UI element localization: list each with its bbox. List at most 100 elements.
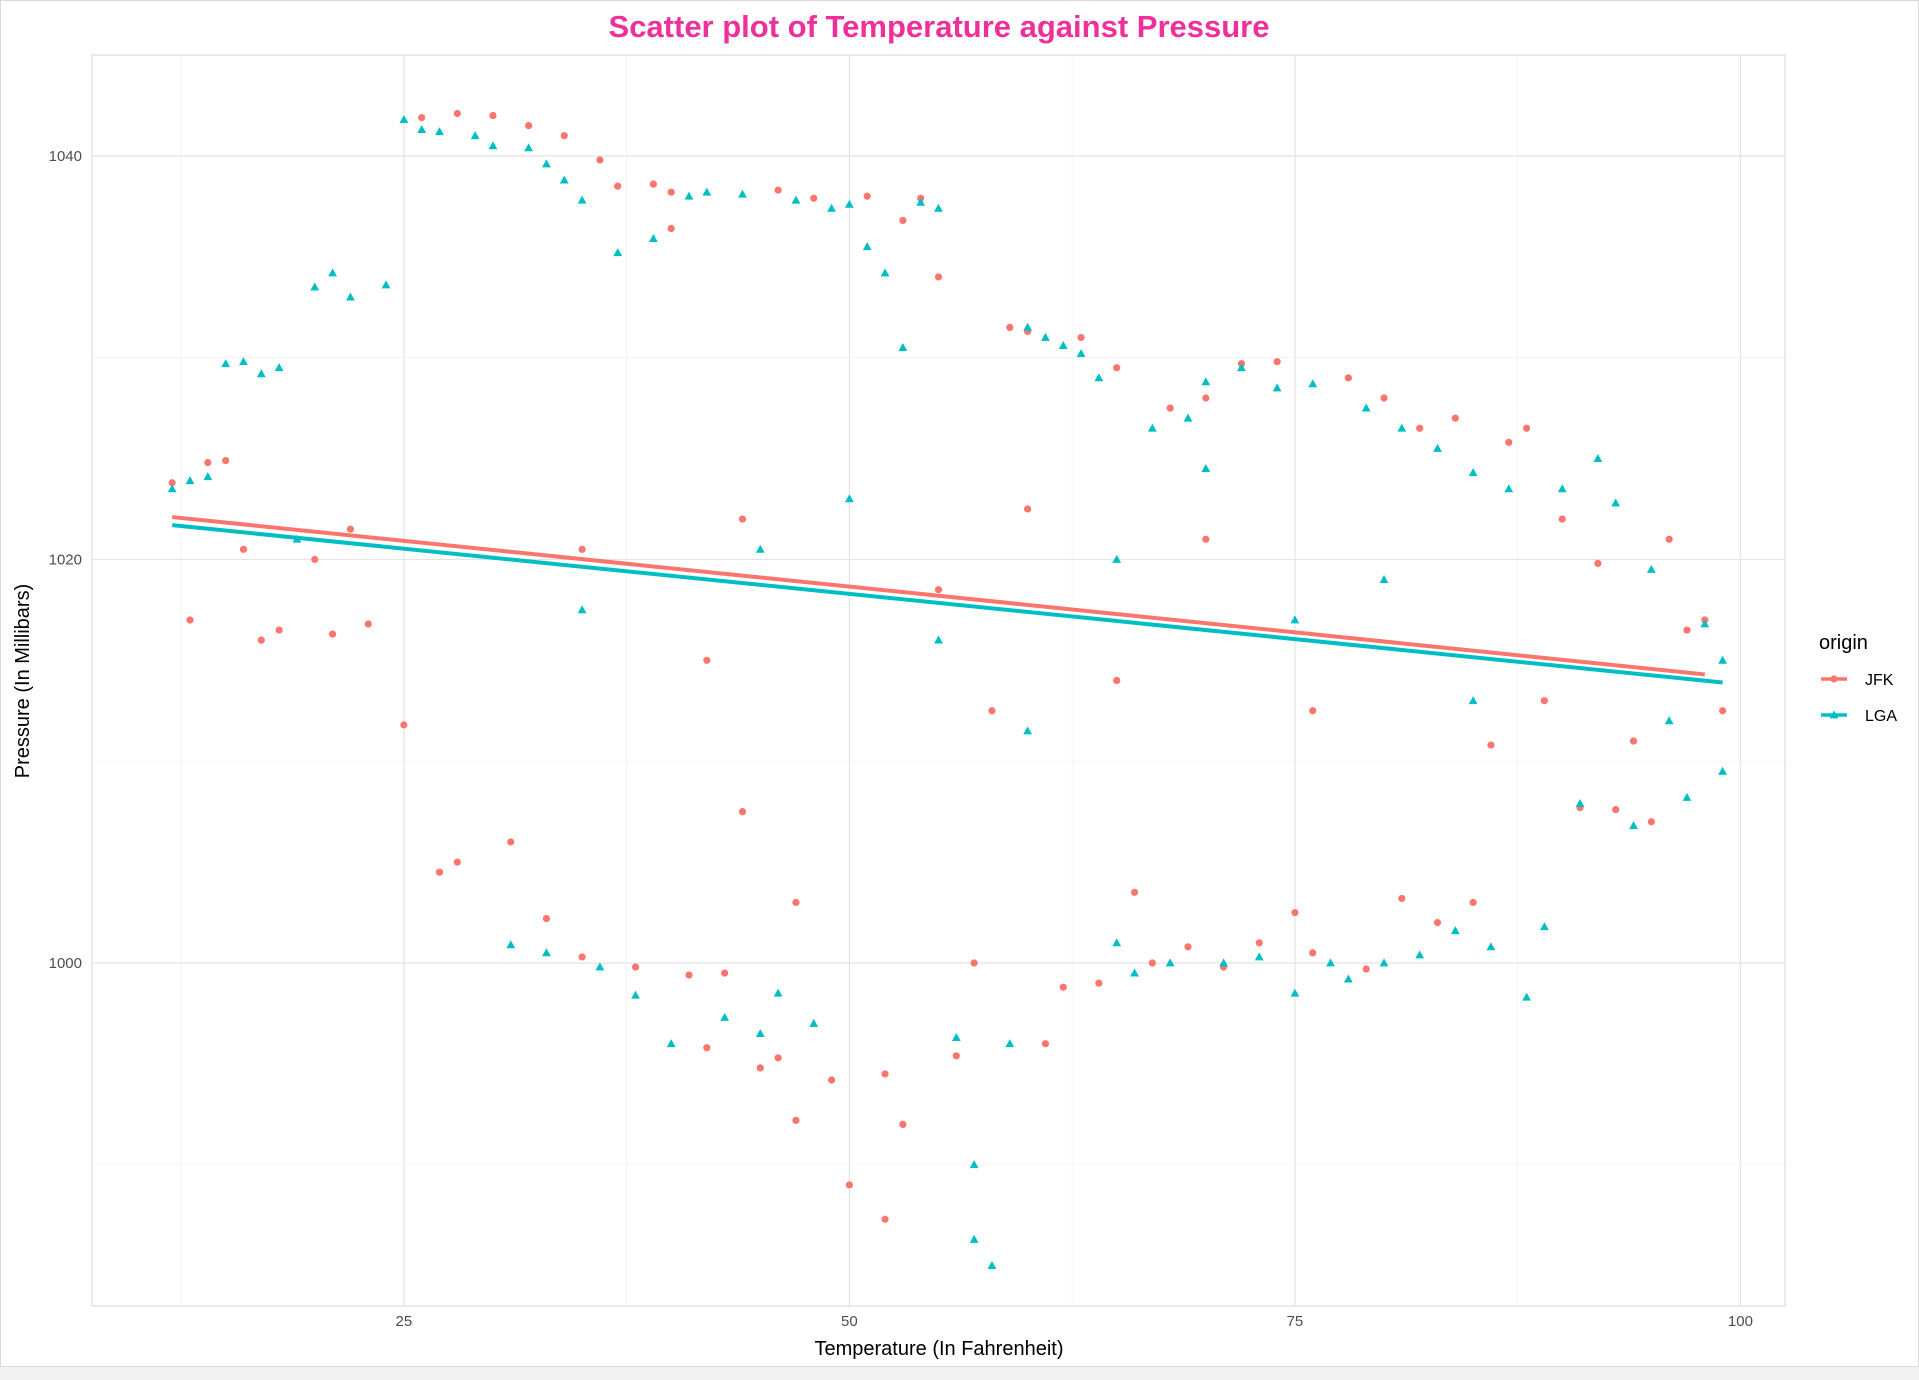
point-jfk (774, 186, 782, 194)
point-lga (399, 114, 409, 123)
point-lga (1575, 798, 1585, 807)
point-lga (542, 159, 551, 168)
point-jfk (1665, 535, 1673, 543)
point-lga (1593, 453, 1603, 462)
point-lga (1646, 564, 1656, 573)
point-jfk (863, 192, 871, 200)
point-jfk (578, 953, 586, 961)
point-jfk (1433, 919, 1442, 927)
x-axis-title: Temperature (In Fahrenheit) (814, 1338, 1063, 1360)
legend-items: JFK LGA (1821, 672, 1897, 725)
point-jfk (1540, 697, 1549, 705)
point-jfk (435, 868, 444, 876)
point-jfk (275, 626, 283, 634)
point-lga (1379, 958, 1389, 967)
window-bottom-strip (0, 1366, 1919, 1380)
point-jfk (542, 914, 551, 923)
point-lga (1504, 484, 1514, 493)
point-lga (684, 191, 694, 200)
point-jfk (827, 1076, 836, 1084)
point-jfk (899, 216, 907, 225)
point-jfk (1522, 424, 1531, 432)
point-jfk (881, 1070, 889, 1078)
point-jfk (222, 456, 230, 465)
legend-title: origin (1819, 632, 1868, 654)
legend-item-lga: LGA (1821, 708, 1897, 725)
point-jfk (1059, 983, 1067, 991)
point-jfk (1469, 898, 1477, 907)
point-jfk (738, 808, 747, 816)
point-jfk (1202, 535, 1210, 543)
point-lga (862, 242, 872, 251)
point-lga (577, 605, 587, 614)
point-lga (720, 1012, 730, 1021)
point-lga (1237, 363, 1246, 372)
point-lga (969, 1160, 979, 1169)
point-lga (1700, 619, 1710, 628)
point-lga (577, 195, 587, 204)
point-lga (185, 476, 195, 485)
point-jfk (614, 182, 622, 190)
point-lga (1165, 958, 1175, 967)
point-lga (488, 141, 498, 150)
point-jfk (1041, 1040, 1050, 1048)
y-tick-label: 1000 (49, 955, 82, 972)
point-jfk (400, 721, 408, 729)
point-jfk (1095, 979, 1103, 987)
point-lga (844, 494, 854, 503)
point-lga (1343, 974, 1353, 983)
point-jfk (507, 838, 515, 846)
point-jfk (1647, 818, 1655, 826)
point-lga (809, 1018, 819, 1027)
point-lga (1005, 1039, 1015, 1048)
point-jfk (186, 616, 194, 624)
point-lga (506, 940, 516, 949)
point-jfk (346, 525, 355, 533)
point-lga (435, 127, 444, 136)
point-jfk (364, 620, 372, 628)
y-tick-label: 1020 (49, 551, 82, 568)
point-jfk (988, 707, 996, 715)
point-jfk (1077, 333, 1085, 342)
point-jfk (1024, 505, 1032, 513)
point-lga (1023, 322, 1033, 331)
point-jfk (1309, 949, 1317, 957)
point-lga (1058, 340, 1068, 349)
point-jfk (952, 1052, 960, 1060)
point-jfk (1006, 323, 1014, 331)
point-lga (1094, 373, 1104, 382)
point-lga (1611, 498, 1621, 507)
point-lga (987, 1261, 997, 1270)
point-jfk (792, 1116, 800, 1124)
point-jfk (649, 180, 657, 188)
point-lga (773, 988, 783, 997)
point-lga (1183, 413, 1193, 422)
point-jfk (560, 132, 568, 140)
trend-line-lga (171, 523, 1723, 685)
x-tick-label: 25 (396, 1313, 413, 1330)
point-jfk (1255, 939, 1263, 947)
point-jfk (311, 555, 319, 564)
point-lga (702, 187, 712, 196)
point-jfk (792, 898, 800, 907)
point-jfk (1451, 414, 1459, 422)
point-jfk (703, 1044, 711, 1052)
point-jfk (168, 479, 176, 487)
point-lga (1682, 792, 1692, 801)
point-lga (542, 948, 551, 957)
point-jfk (756, 1064, 764, 1072)
point-jfk (1166, 404, 1174, 412)
point-lga (1130, 968, 1139, 977)
point-jfk (1380, 394, 1388, 402)
point-lga (381, 280, 391, 289)
point-jfk (845, 1181, 853, 1189)
point-lga (1308, 379, 1318, 388)
point-lga (1433, 443, 1442, 452)
point-lga (738, 189, 747, 198)
legend-item-jfk: JFK (1821, 672, 1894, 689)
point-jfk (1113, 676, 1121, 685)
point-lga (328, 268, 337, 277)
point-lga (1076, 349, 1086, 358)
point-lga (898, 342, 908, 351)
